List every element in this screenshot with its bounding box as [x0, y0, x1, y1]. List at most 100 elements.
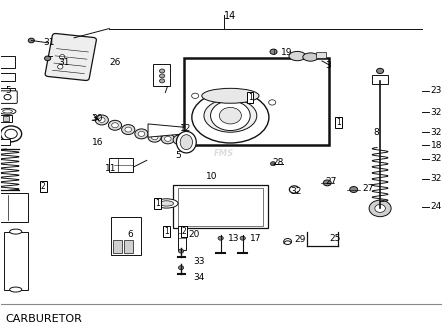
- Circle shape: [375, 204, 385, 212]
- Circle shape: [178, 266, 184, 270]
- Text: 7: 7: [162, 86, 168, 95]
- Bar: [153, 64, 170, 86]
- Bar: [0, 56, 15, 67]
- Circle shape: [178, 249, 184, 253]
- Bar: [0, 72, 15, 81]
- Text: 31: 31: [43, 38, 55, 47]
- Circle shape: [268, 100, 276, 105]
- Circle shape: [218, 236, 223, 240]
- Ellipse shape: [10, 287, 22, 292]
- Circle shape: [95, 115, 108, 125]
- Circle shape: [240, 236, 245, 240]
- Bar: [124, 240, 133, 253]
- Text: 14: 14: [224, 11, 236, 21]
- Bar: [0, 115, 12, 122]
- Text: 30: 30: [92, 115, 103, 124]
- Ellipse shape: [177, 131, 196, 153]
- Circle shape: [135, 129, 148, 139]
- Text: 32: 32: [290, 187, 301, 196]
- Circle shape: [45, 56, 51, 61]
- Ellipse shape: [5, 129, 17, 139]
- Text: 6: 6: [127, 230, 132, 239]
- Text: 13: 13: [228, 234, 240, 243]
- Circle shape: [112, 123, 118, 128]
- Bar: [316, 52, 326, 58]
- Text: 5: 5: [5, 86, 11, 95]
- Circle shape: [108, 120, 122, 130]
- Text: 1: 1: [164, 227, 169, 236]
- Text: 28: 28: [272, 158, 284, 167]
- Circle shape: [270, 162, 276, 166]
- Ellipse shape: [0, 126, 22, 142]
- Circle shape: [369, 200, 391, 217]
- Circle shape: [122, 125, 135, 135]
- Circle shape: [284, 238, 292, 244]
- Circle shape: [151, 135, 158, 140]
- Ellipse shape: [155, 199, 178, 208]
- Bar: [0, 139, 10, 145]
- Text: 2: 2: [41, 182, 45, 191]
- Text: 33: 33: [193, 257, 204, 266]
- Text: 32: 32: [431, 174, 442, 183]
- Text: 12: 12: [180, 124, 191, 133]
- Bar: [113, 240, 123, 253]
- Circle shape: [160, 69, 165, 73]
- FancyBboxPatch shape: [45, 33, 96, 80]
- Text: 23: 23: [431, 86, 442, 95]
- Text: 25: 25: [330, 234, 341, 243]
- Bar: [109, 158, 133, 172]
- Bar: [0, 193, 28, 222]
- Ellipse shape: [0, 108, 16, 114]
- Text: 1: 1: [155, 199, 160, 208]
- Bar: [178, 226, 186, 250]
- Text: 29: 29: [294, 235, 306, 244]
- Ellipse shape: [59, 54, 65, 59]
- Ellipse shape: [58, 64, 63, 69]
- Circle shape: [161, 134, 174, 144]
- Bar: [3, 116, 9, 121]
- Circle shape: [211, 101, 250, 131]
- Circle shape: [219, 107, 241, 124]
- Bar: [111, 217, 140, 255]
- Text: 19: 19: [281, 48, 293, 57]
- Text: 16: 16: [92, 138, 103, 147]
- Text: 32: 32: [431, 108, 442, 117]
- Circle shape: [270, 49, 277, 54]
- Text: 2: 2: [182, 227, 186, 236]
- Text: 11: 11: [105, 164, 116, 173]
- Circle shape: [160, 74, 165, 78]
- Ellipse shape: [289, 51, 306, 61]
- Text: 18: 18: [431, 141, 442, 150]
- Ellipse shape: [160, 201, 173, 206]
- Text: 32: 32: [431, 128, 442, 137]
- Circle shape: [376, 68, 384, 73]
- Text: 1: 1: [336, 118, 341, 127]
- Text: 27: 27: [363, 184, 374, 193]
- Ellipse shape: [3, 110, 12, 113]
- Text: FMS: FMS: [214, 149, 234, 158]
- Circle shape: [160, 79, 165, 83]
- Circle shape: [148, 132, 161, 142]
- Ellipse shape: [10, 229, 22, 234]
- Ellipse shape: [204, 99, 257, 132]
- Text: 27: 27: [325, 177, 336, 186]
- Circle shape: [138, 131, 145, 136]
- Ellipse shape: [202, 88, 259, 103]
- Text: CARBURETOR: CARBURETOR: [6, 314, 83, 324]
- Text: 34: 34: [193, 274, 204, 283]
- Circle shape: [28, 38, 34, 43]
- Text: 26: 26: [109, 58, 121, 67]
- Bar: [184, 58, 330, 146]
- Bar: [178, 188, 264, 226]
- Bar: [372, 75, 388, 84]
- Circle shape: [125, 127, 132, 132]
- Text: 3: 3: [325, 61, 331, 70]
- Ellipse shape: [192, 92, 269, 143]
- Circle shape: [192, 93, 198, 99]
- Ellipse shape: [303, 53, 318, 61]
- Text: 20: 20: [189, 230, 200, 239]
- Text: 1: 1: [248, 93, 252, 102]
- Text: 32: 32: [431, 154, 442, 163]
- Text: 17: 17: [250, 234, 262, 243]
- Circle shape: [350, 187, 358, 192]
